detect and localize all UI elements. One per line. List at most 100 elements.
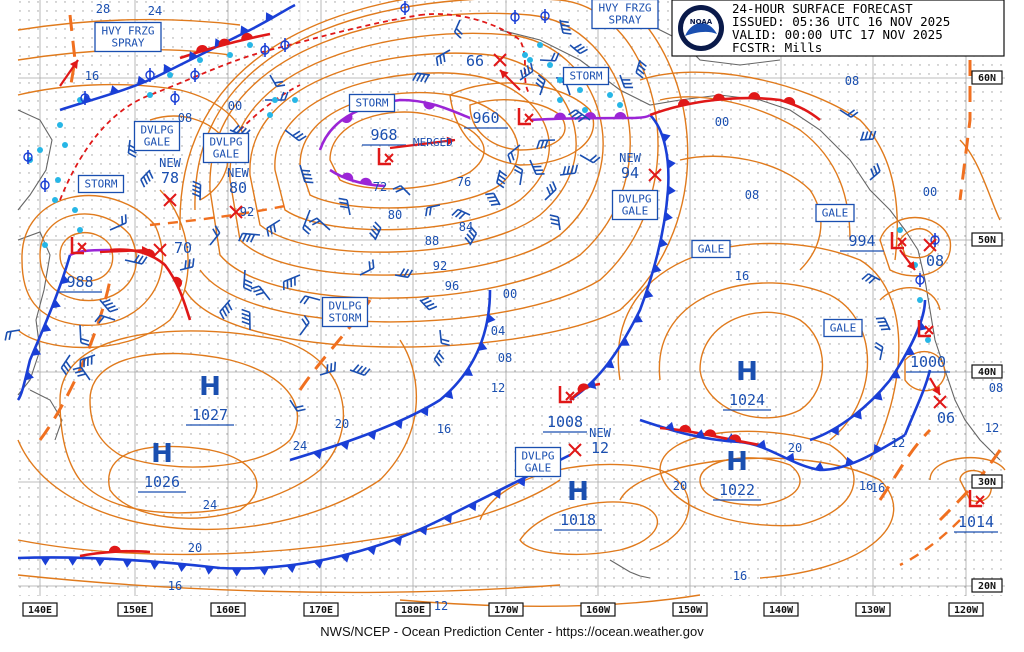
wind-barb-icon bbox=[619, 74, 634, 89]
warning-label-text: DVLPG bbox=[140, 124, 173, 137]
cold-front-triangle bbox=[265, 12, 275, 22]
wind-barb-icon bbox=[124, 254, 148, 265]
new-tag: NEW bbox=[589, 426, 611, 440]
wind-barb-icon bbox=[568, 109, 591, 123]
wind-barb-icon bbox=[579, 154, 601, 164]
wind-barb-icon bbox=[359, 259, 375, 276]
cold-front-triangle bbox=[286, 564, 297, 574]
wind-barb-icon bbox=[569, 43, 588, 55]
wind-barb-icon bbox=[453, 19, 463, 39]
warning-label-storm: STORM bbox=[348, 93, 396, 113]
cold-front-triangle bbox=[40, 557, 51, 566]
cold-front-triangle bbox=[339, 440, 350, 451]
isobar-label: 20 bbox=[788, 441, 802, 455]
isobar-label: 08 bbox=[498, 351, 512, 365]
cold-front-triangle bbox=[695, 429, 705, 439]
new-tag: NEW bbox=[159, 156, 181, 170]
cold-front-triangle bbox=[259, 567, 270, 576]
wind-barb-icon bbox=[875, 317, 891, 331]
isobar-label: 00 bbox=[923, 185, 937, 199]
wind-barb-icon bbox=[549, 214, 561, 231]
wind-barb-icon bbox=[559, 19, 572, 35]
cold-front-triangle bbox=[873, 391, 883, 401]
warning-label-storm: STORM bbox=[77, 174, 125, 194]
isobar-label: 16 bbox=[871, 481, 885, 495]
forecast-pressure-value: 80 bbox=[229, 179, 247, 197]
low-pressure-center: 994 bbox=[840, 232, 907, 252]
observation-dot-icon bbox=[577, 87, 583, 93]
low-pressure-center: 988 bbox=[58, 237, 102, 293]
wind-barb-icon bbox=[302, 209, 312, 235]
isobar-label: 00 bbox=[503, 287, 517, 301]
isobar-label: 12 bbox=[985, 421, 999, 435]
wind-barb-icon bbox=[60, 354, 72, 376]
lon-label-text: 140W bbox=[769, 605, 794, 616]
x-mark-icon bbox=[923, 238, 937, 252]
observation-dot-icon bbox=[72, 207, 78, 213]
low-pressure-value: 960 bbox=[472, 109, 499, 127]
isobar-label: 16 bbox=[437, 422, 451, 436]
new-tag: NEW bbox=[227, 166, 249, 180]
cold-front-triangle bbox=[188, 51, 198, 61]
wind-barb-icon bbox=[242, 269, 253, 292]
warning-label-text: STORM bbox=[569, 70, 602, 83]
cold-front-triangle bbox=[443, 514, 452, 524]
wind-barb-icon bbox=[394, 268, 414, 279]
cold-front-triangle bbox=[177, 563, 188, 573]
wind-barb-icon bbox=[412, 72, 431, 83]
wind-barb-icon bbox=[308, 217, 331, 231]
wind-barb-icon bbox=[319, 361, 337, 376]
wind-barb-icon bbox=[433, 349, 445, 367]
wind-barb-icon bbox=[419, 296, 438, 311]
wind-barb-icon bbox=[72, 366, 91, 381]
high-symbol: H bbox=[151, 439, 173, 469]
cold-front-triangle bbox=[586, 379, 597, 390]
cold-front-triangle bbox=[492, 489, 501, 499]
forecast-pressure-value: 12 bbox=[591, 439, 609, 457]
isobar-label: 92 bbox=[433, 259, 447, 273]
warning-label-gale: GALE bbox=[823, 318, 863, 338]
cold-front-triangle bbox=[664, 211, 673, 222]
wind-barb-icon bbox=[338, 197, 351, 216]
wind-barb-icon bbox=[299, 295, 321, 305]
cold-front-triangle bbox=[393, 419, 403, 430]
low-pressure-value: 1014 bbox=[958, 513, 994, 531]
isobar-label: 92 bbox=[240, 205, 254, 219]
observation-dot-icon bbox=[557, 97, 563, 103]
observation-dot-icon bbox=[247, 42, 253, 48]
warning-label-text: DVLPG bbox=[618, 193, 651, 206]
wind-barb-icon bbox=[94, 314, 116, 324]
cold-front-triangle bbox=[137, 75, 147, 85]
lon-label-text: 160E bbox=[216, 605, 240, 616]
track-arrow-icon bbox=[59, 59, 79, 87]
lon-label-text: 170W bbox=[494, 605, 519, 616]
x-mark-icon bbox=[163, 193, 177, 207]
high-symbol: H bbox=[199, 372, 221, 402]
observation-dot-icon bbox=[147, 92, 153, 98]
wind-barb-icon bbox=[282, 274, 301, 291]
observation-dot-icon bbox=[272, 97, 278, 103]
lon-label-text: 150E bbox=[123, 605, 147, 616]
wind-barb-icon bbox=[544, 181, 557, 201]
wind-barb-icon bbox=[874, 341, 884, 361]
low-symbol-icon bbox=[517, 108, 534, 126]
isobar-label: 76 bbox=[457, 175, 471, 189]
lon-label-text: 180E bbox=[401, 605, 425, 616]
cold-front-triangle bbox=[366, 430, 377, 441]
track-arrow-icon bbox=[899, 249, 916, 271]
buoy-icon bbox=[280, 38, 290, 52]
wind-barb-icon bbox=[191, 180, 202, 201]
observation-dot-icon bbox=[917, 297, 923, 303]
x-mark-icon bbox=[153, 243, 167, 257]
warning-label-text: DVLPG bbox=[521, 450, 554, 463]
low-pressure-center: 1000 bbox=[906, 320, 950, 373]
wind-barb-icon bbox=[369, 221, 382, 241]
wind-barb-icon bbox=[869, 163, 881, 181]
ice-edge bbox=[59, 13, 531, 201]
high-pressure-value: 1022 bbox=[719, 481, 755, 499]
forecast-low-position: 70 bbox=[153, 239, 192, 257]
cold-front-triangle bbox=[664, 421, 675, 431]
low-symbol-icon bbox=[917, 320, 934, 338]
ridges-troughs bbox=[38, 14, 1002, 567]
